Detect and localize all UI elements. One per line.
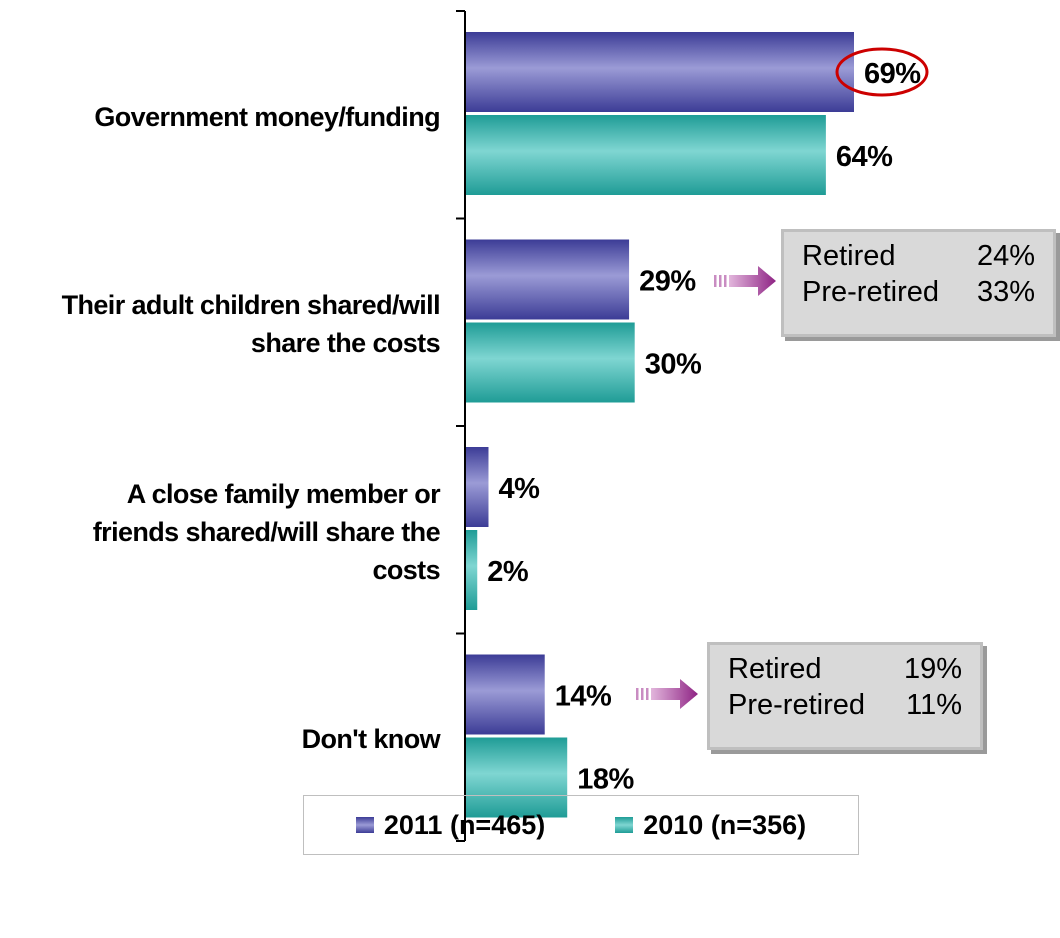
bar-2011 [466, 654, 545, 735]
category-label: Don't know [0, 720, 441, 758]
y-axis [456, 10, 466, 842]
callout-value: 19% [903, 653, 962, 685]
data-label: 64% [836, 141, 893, 173]
data-label: 14% [555, 681, 612, 713]
bar-2010 [466, 322, 635, 403]
legend-label-2011: 2011 (n=465) [383, 809, 546, 840]
callout-label: Retired [728, 653, 822, 685]
legend-item-2010: 2010 (n=356) [615, 810, 806, 841]
arrow-stripe [724, 275, 727, 287]
data-label: 18% [577, 764, 634, 796]
category-label-line: costs [372, 554, 440, 585]
arrow-stripe [646, 688, 649, 700]
legend-label-2010: 2010 (n=356) [643, 809, 807, 840]
callout-value: 24% [976, 240, 1035, 272]
category-label-line: Don't know [301, 724, 441, 755]
legend-swatch-2010 [615, 817, 634, 833]
category-label: Government money/funding [0, 98, 440, 136]
bar-2011 [466, 447, 489, 527]
data-labels: 69% 29% 4% 14% 64% 30% 2% 18% [487, 47, 929, 796]
highlight-circle [835, 47, 929, 97]
callout-label: Pre-retired [802, 276, 939, 308]
bar-2010 [466, 530, 478, 610]
category-label-line: friends shared/will share the [92, 516, 441, 547]
callout-value: 33% [976, 276, 1035, 308]
category-label-line: Their adult children shared/will [61, 290, 441, 321]
data-label: 30% [645, 349, 702, 381]
data-label: 29% [639, 266, 696, 298]
callout-label: Pre-retired [728, 689, 865, 721]
arrow-stripe [636, 688, 639, 700]
arrow-icon [636, 679, 698, 709]
bar-2010 [466, 115, 826, 195]
legend: 2011 (n=465) 2010 (n=356) [303, 795, 859, 855]
arrow-stripe [714, 275, 717, 287]
arrow-stripe [641, 688, 644, 700]
callout-arrows [636, 266, 776, 709]
callout-box-adult-children: Retired 24% Pre-retired 33% [781, 229, 1056, 337]
data-label: 69% [864, 58, 921, 90]
category-label: A close family member or friends shared/w… [0, 475, 441, 589]
arrow-stripe [719, 275, 722, 287]
callout-value: 11% [906, 689, 962, 721]
bar-2011 [466, 239, 630, 320]
data-label: 4% [498, 473, 540, 505]
callout-label: Retired [802, 240, 896, 272]
arrow-body [729, 266, 776, 296]
bars [466, 32, 854, 818]
callout-box-dont-know: Retired 19% Pre-retired 11% [707, 642, 983, 750]
category-label: Their adult children shared/will share th… [0, 286, 441, 362]
legend-item-2011: 2011 (n=465) [355, 809, 546, 841]
arrow-icon [714, 266, 776, 296]
bar-2010 [466, 737, 568, 818]
legend-swatch-2011 [355, 817, 374, 833]
bar-2011 [466, 32, 854, 112]
category-label-line: A close family member or [126, 478, 441, 509]
arrow-body [651, 679, 698, 709]
data-label: 2% [487, 556, 529, 588]
category-label-line: share the costs [250, 328, 441, 359]
category-label-line: Government money/funding [94, 101, 440, 132]
